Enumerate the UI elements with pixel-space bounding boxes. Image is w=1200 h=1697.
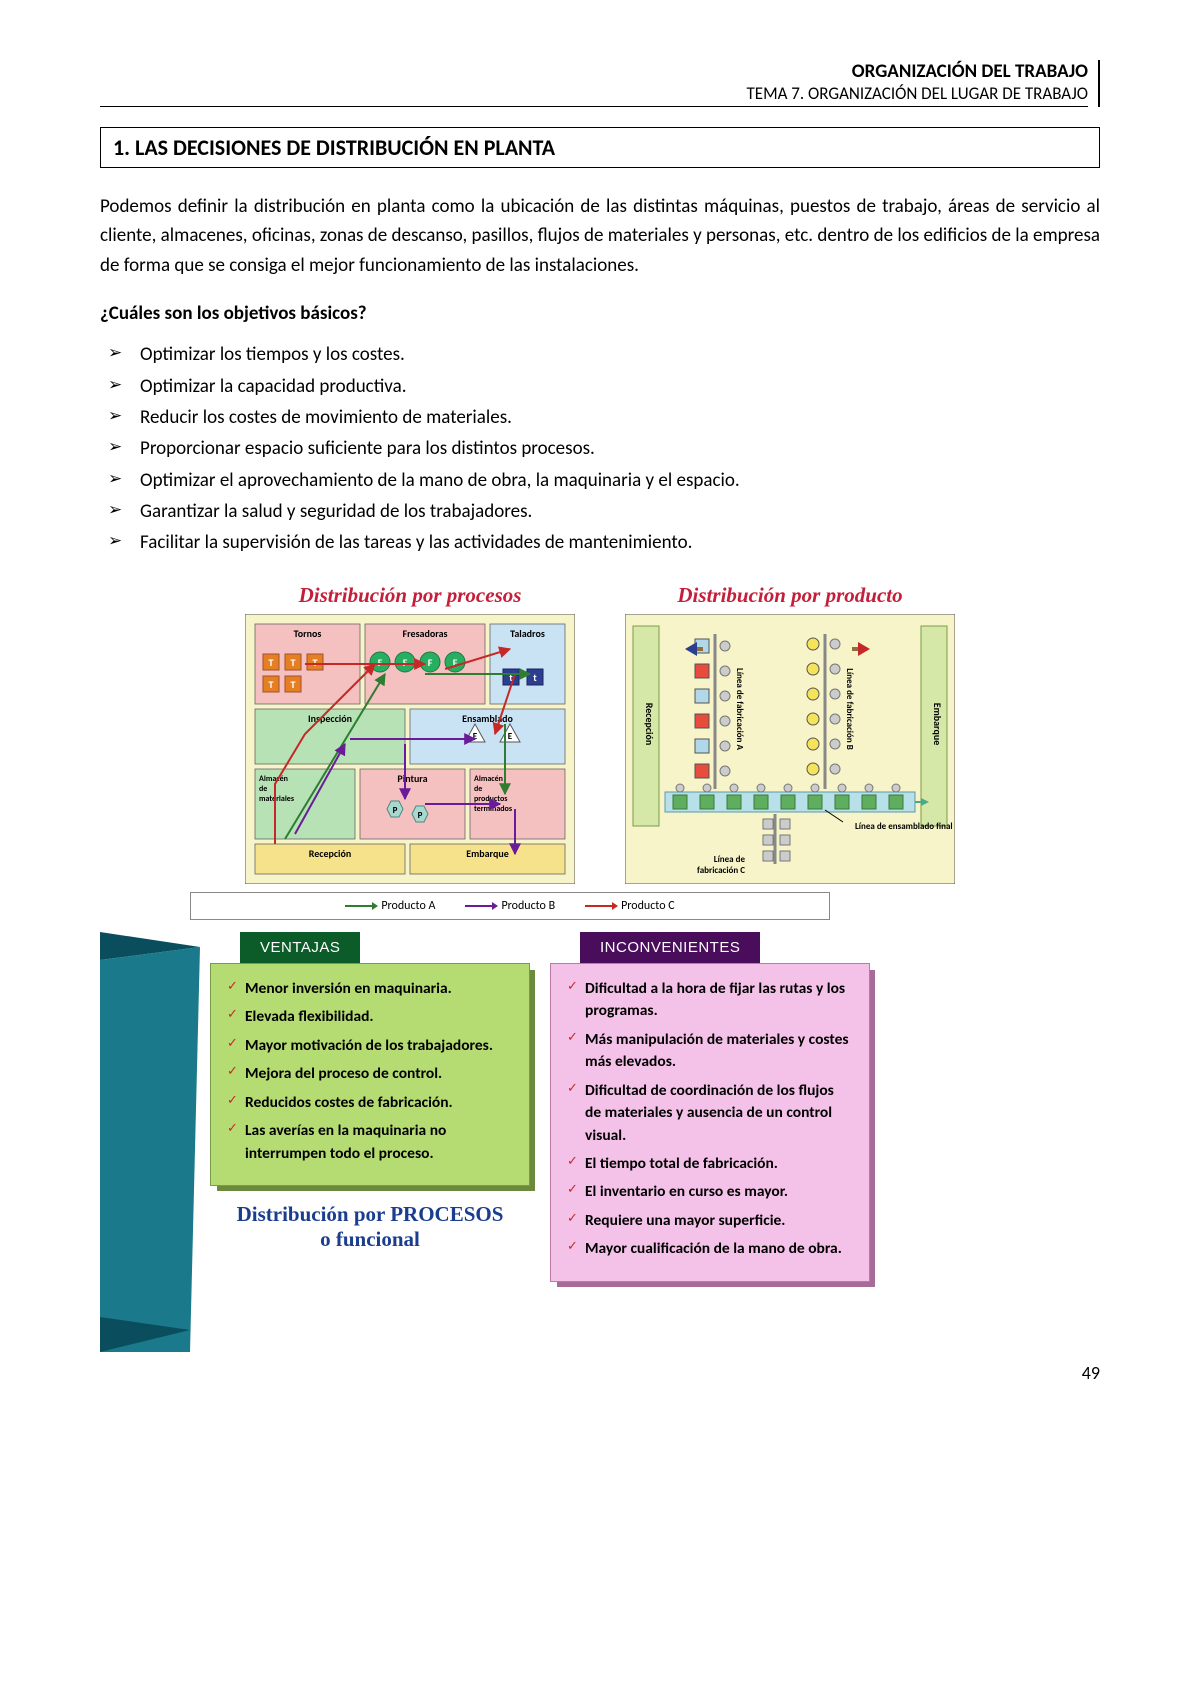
page-number: 49 [100, 1362, 1100, 1384]
svg-text:T: T [291, 656, 296, 669]
procesos-svg: TornosFresadorasTaladrosInspecciónEnsamb… [245, 614, 575, 884]
svg-text:Línea de fabricación A: Línea de fabricación A [734, 668, 745, 750]
header-subtitle: TEMA 7. ORGANIZACIÓN DEL LUGAR DE TRABAJ… [100, 83, 1088, 107]
legend-row: Producto A Producto B Producto C [190, 892, 830, 920]
svg-text:Línea de ensamblado final: Línea de ensamblado final [855, 821, 953, 832]
legend-a: Producto A [345, 899, 435, 913]
check-item: Más manipulación de materiales y costes … [567, 1029, 853, 1074]
svg-text:Almacén: Almacén [259, 774, 288, 784]
comparison-section: VENTAJAS Menor inversión en maquinaria. E… [100, 932, 1100, 1282]
objective-item: Reducir los costes de movimiento de mate… [100, 402, 1100, 433]
check-item: Dificultad de coordinación de los flujos… [567, 1080, 853, 1147]
diagrams-row: Distribución por procesos Tornos Fresador… [100, 583, 1100, 884]
check-item: El tiempo total de fabricación. [567, 1153, 853, 1175]
svg-text:de: de [259, 784, 267, 794]
objectives-heading: ¿Cuáles son los objetivos básicos? [100, 302, 1100, 325]
check-item: Mejora del proceso de control. [227, 1063, 513, 1085]
svg-text:materiales: materiales [259, 794, 294, 804]
ventajas-header: VENTAJAS [240, 932, 360, 963]
svg-text:t: t [533, 671, 537, 684]
objective-item: Proporcionar espacio suficiente para los… [100, 433, 1100, 464]
svg-text:F: F [428, 656, 433, 669]
page-header: ORGANIZACIÓN DEL TRABAJO TEMA 7. ORGANIZ… [100, 60, 1100, 107]
objective-item: Optimizar la capacidad productiva. [100, 371, 1100, 402]
ventajas-body: Menor inversión en maquinaria. Elevada fl… [210, 963, 530, 1186]
inconvenientes-header: INCONVENIENTES [580, 932, 760, 963]
svg-text:Embarque: Embarque [466, 847, 509, 860]
legend-c: Producto C [585, 899, 675, 913]
svg-text:P: P [393, 805, 398, 816]
svg-text:P: P [418, 810, 423, 821]
svg-text:Fresadoras: Fresadoras [403, 627, 448, 640]
svg-text:Recepción: Recepción [309, 847, 352, 860]
objective-item: Optimizar el aprovechamiento de la mano … [100, 465, 1100, 496]
dist-proc-caption: Distribución por PROCESOS o funcional [210, 1202, 530, 1252]
svg-text:Taladros: Taladros [510, 627, 545, 640]
check-item: El inventario en curso es mayor. [567, 1181, 853, 1203]
check-item: Reducidos costes de fabricación. [227, 1092, 513, 1114]
objective-item: Garantizar la salud y seguridad de los t… [100, 496, 1100, 527]
inconvenientes-column: INCONVENIENTES Dificultad a la hora de f… [550, 932, 870, 1282]
svg-text:E: E [508, 731, 513, 742]
objective-item: Optimizar los tiempos y los costes. [100, 339, 1100, 370]
check-item: Menor inversión en maquinaria. [227, 978, 513, 1000]
svg-text:T: T [291, 678, 296, 691]
svg-text:de: de [474, 784, 482, 794]
svg-text:terminados: terminados [474, 804, 512, 814]
svg-text:E: E [473, 731, 478, 742]
legend-b: Producto B [465, 899, 555, 913]
diagram-procesos: Distribución por procesos Tornos Fresador… [245, 583, 575, 884]
header-title: ORGANIZACIÓN DEL TRABAJO [100, 60, 1088, 83]
check-item: Las averías en la maquinaria no interrum… [227, 1120, 513, 1165]
check-item: Requiere una mayor superficie. [567, 1210, 853, 1232]
svg-text:Recepción: Recepción [643, 702, 656, 745]
svg-text:Almacén: Almacén [474, 774, 503, 784]
svg-text:T: T [269, 678, 274, 691]
svg-text:F: F [403, 656, 408, 669]
diagram-producto-title: Distribución por producto [677, 583, 902, 608]
svg-text:Embarque: Embarque [931, 702, 944, 745]
section-title-box: 1. LAS DECISIONES DE DISTRIBUCIÓN EN PLA… [100, 127, 1100, 168]
objectives-list: Optimizar los tiempos y los costes.Optim… [100, 339, 1100, 558]
svg-text:T: T [313, 656, 318, 669]
ventajas-column: VENTAJAS Menor inversión en maquinaria. E… [210, 932, 530, 1282]
svg-text:F: F [378, 656, 383, 669]
section-title: 1. LAS DECISIONES DE DISTRIBUCIÓN EN PLA… [113, 134, 555, 161]
inconvenientes-body: Dificultad a la hora de fijar las rutas … [550, 963, 870, 1282]
svg-text:productos: productos [474, 794, 507, 804]
check-item: Mayor motivación de los trabajadores. [227, 1035, 513, 1057]
objective-item: Facilitar la supervisión de las tareas y… [100, 527, 1100, 558]
check-item: Elevada flexibilidad. [227, 1006, 513, 1028]
intro-paragraph: Podemos definir la distribución en plant… [100, 192, 1100, 280]
producto-svg: Recepción Embarque Línea de fabricación A L… [625, 614, 955, 884]
svg-text:Ensamblado: Ensamblado [462, 712, 513, 725]
diagram-procesos-title: Distribución por procesos [299, 583, 522, 608]
svg-text:T: T [269, 656, 274, 669]
svg-text:Tornos: Tornos [294, 627, 322, 640]
teal-accent [100, 932, 200, 1352]
check-item: Mayor cualificación de la mano de obra. [567, 1238, 853, 1260]
diagram-producto: Distribución por producto Recepción Embar… [625, 583, 955, 884]
svg-text:Pintura: Pintura [397, 772, 427, 785]
svg-text:Línea de fabricación B: Línea de fabricación B [844, 668, 855, 750]
check-item: Dificultad a la hora de fijar las rutas … [567, 978, 853, 1023]
